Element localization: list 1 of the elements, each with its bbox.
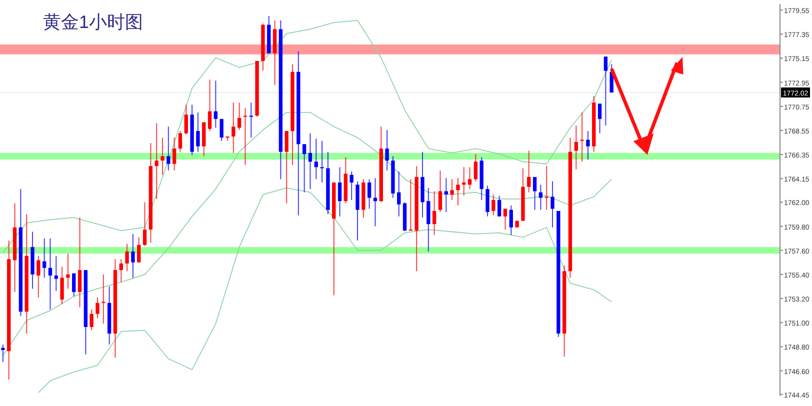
text: 黄金1小时图 xyxy=(43,12,144,32)
